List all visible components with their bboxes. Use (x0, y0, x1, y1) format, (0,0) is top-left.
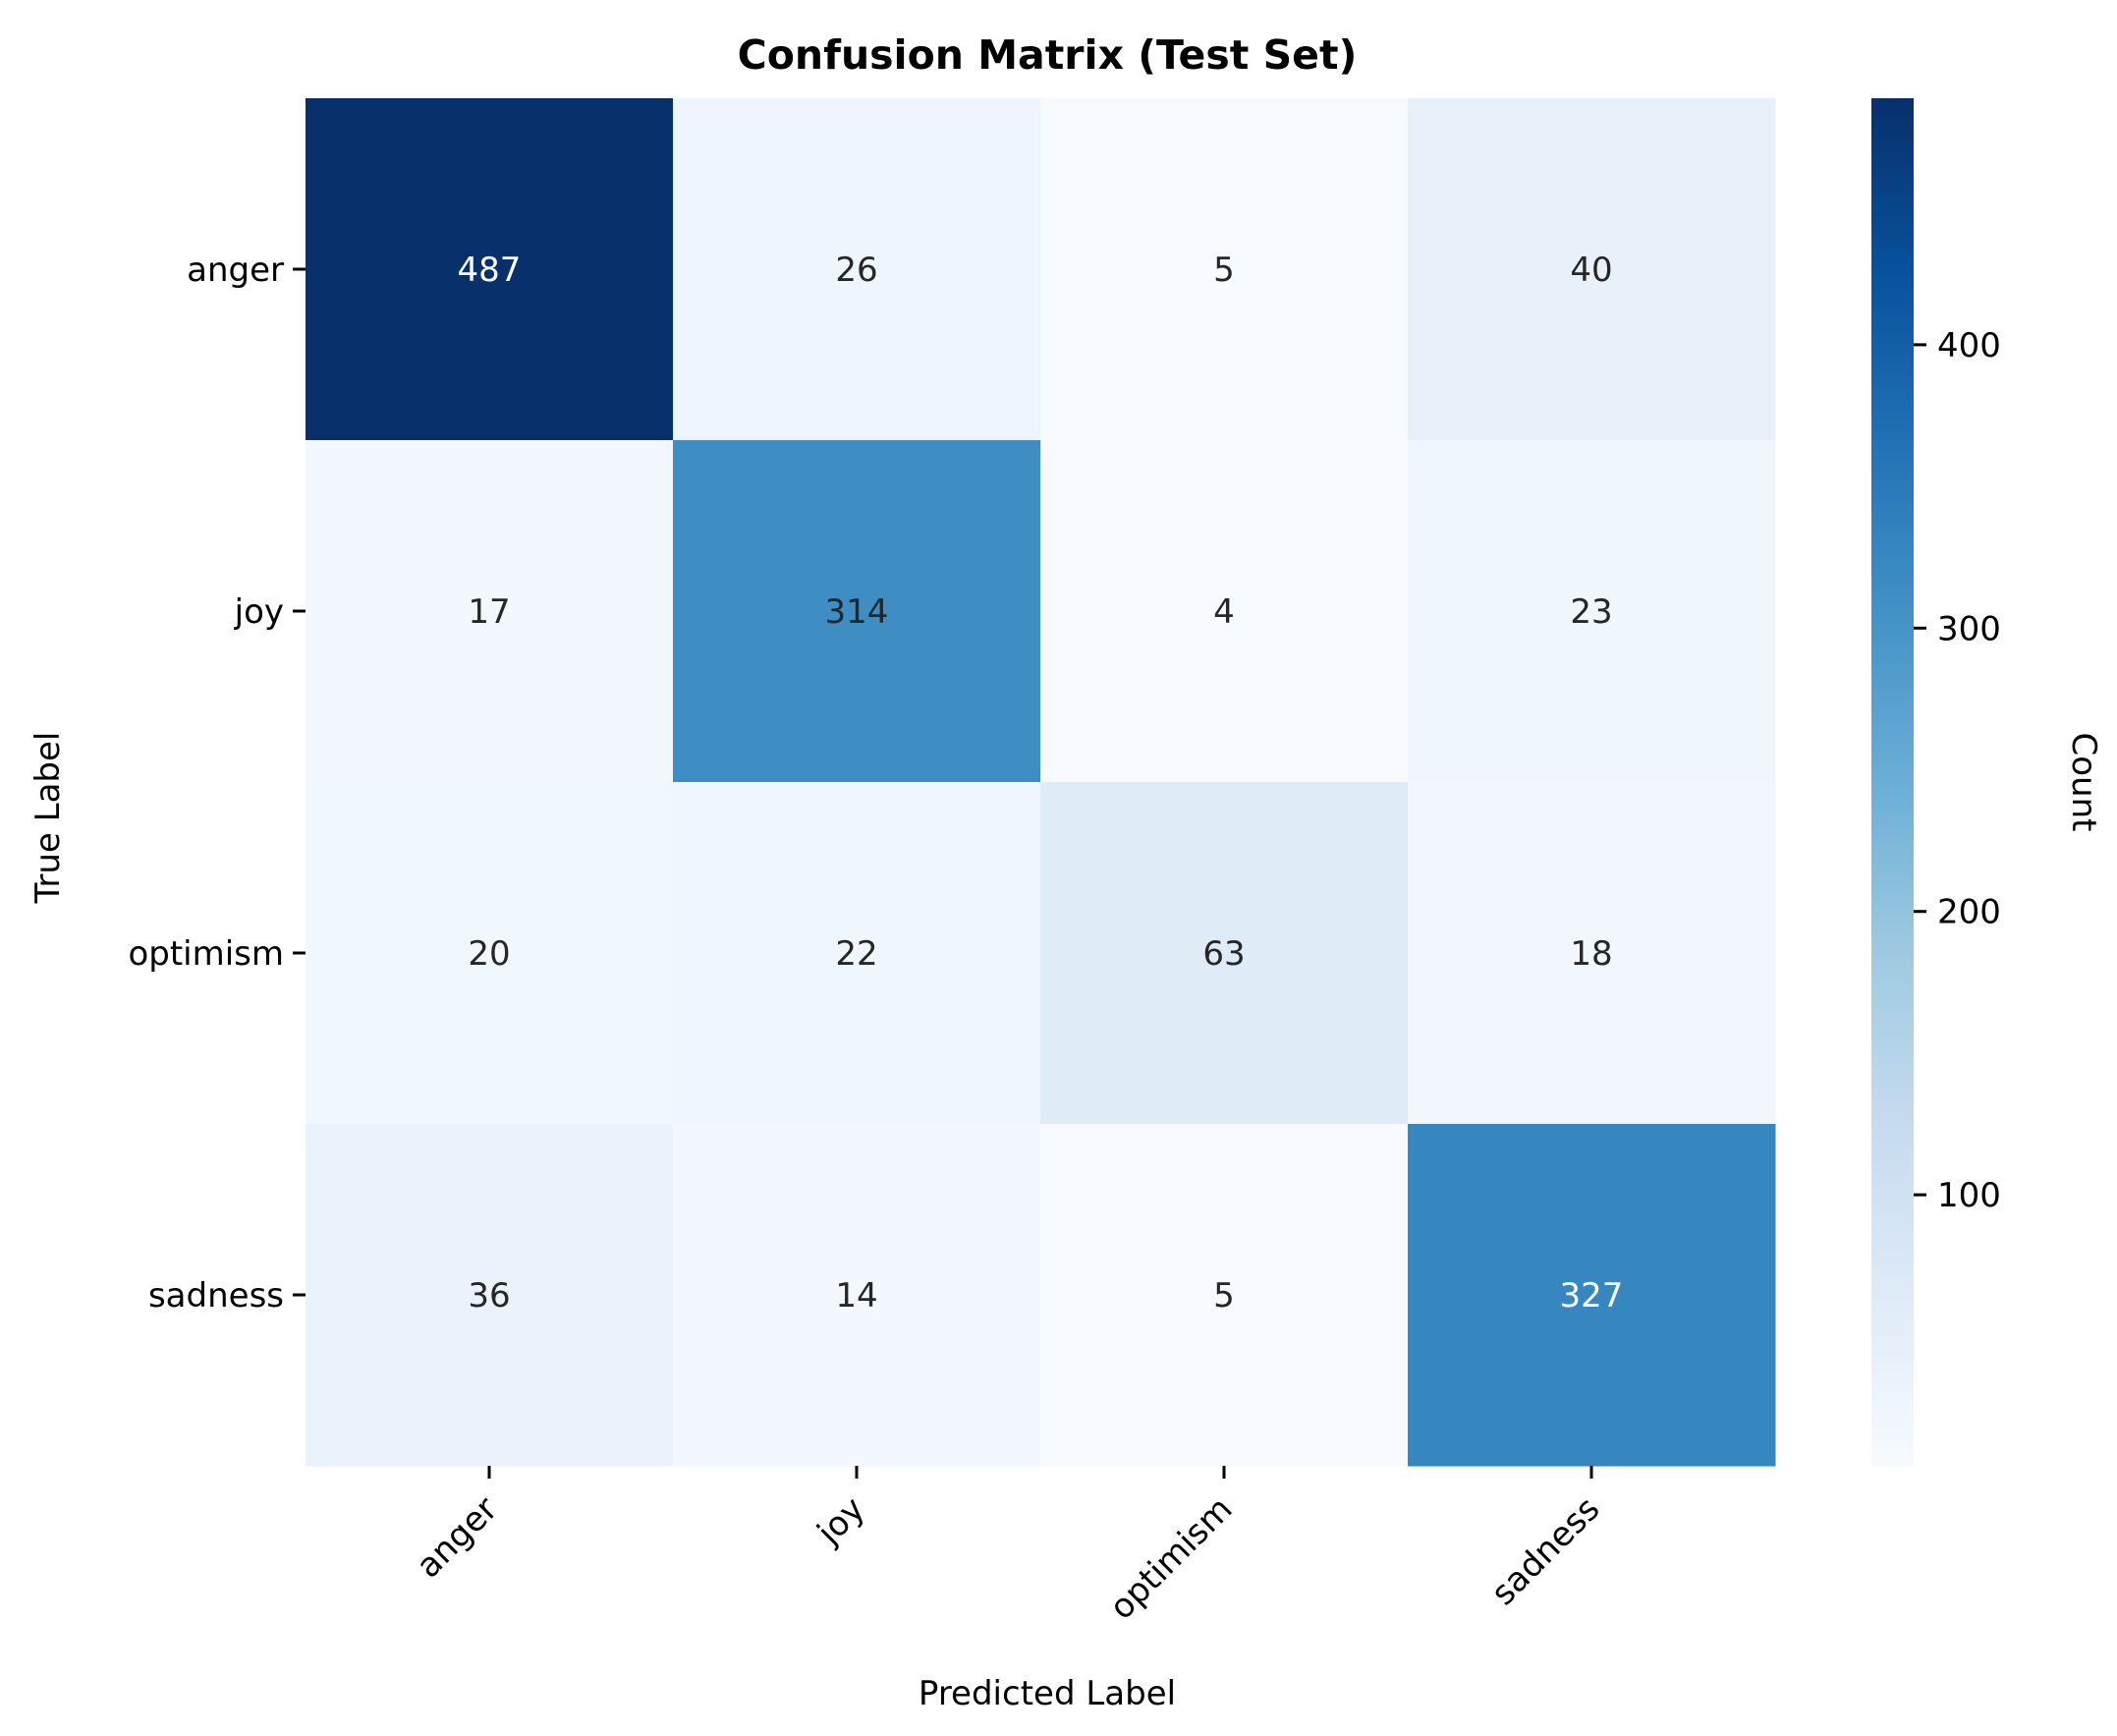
chart-title: Confusion Matrix (Test Set) (738, 31, 1358, 79)
colorbar (1871, 98, 1914, 1467)
cell-value-label: 26 (835, 251, 877, 290)
heatmap-cell-joy-anger (306, 440, 674, 783)
heatmap-cells (306, 98, 1776, 1467)
heatmap-cell-labels: 487 26 5 40 17 314 4 23 20 22 63 18 36 14 5 327 (458, 251, 1624, 1316)
x-tick-label: optimism (1102, 1489, 1240, 1627)
cell-value-label: 314 (825, 592, 889, 632)
x-tick-label: joy (809, 1489, 873, 1553)
cell-value-label: 36 (468, 1276, 510, 1316)
colorbar-label: Count (2064, 733, 2103, 832)
x-axis-ticks: anger joy optimism sadness (409, 1466, 1607, 1627)
cell-value-label: 23 (1570, 592, 1612, 632)
heatmap-cell-sadness-joy (673, 1124, 1041, 1467)
heatmap-cell-joy-joy (673, 440, 1041, 783)
heatmap-cell-anger-joy (673, 98, 1041, 441)
y-tick-label: optimism (128, 934, 284, 974)
colorbar-tick-label: 400 (1937, 326, 2001, 365)
y-axis-label: True Label (28, 732, 68, 905)
cell-value-label: 20 (468, 934, 510, 974)
colorbar-ticks: 100 200 300 400 (1914, 326, 2001, 1215)
heatmap-cell-anger-optimism (1040, 98, 1409, 441)
heatmap-cell-sadness-optimism (1040, 1124, 1409, 1467)
y-tick-label: joy (234, 592, 284, 632)
cell-value-label: 5 (1213, 251, 1235, 290)
cell-value-label: 327 (1560, 1276, 1624, 1316)
heatmap-cell-optimism-optimism (1040, 782, 1409, 1125)
y-axis-ticks: anger joy optimism sadness (128, 251, 306, 1316)
colorbar-tick-label: 300 (1937, 609, 2001, 648)
heatmap-cell-sadness-anger (306, 1124, 674, 1467)
cell-value-label: 63 (1202, 934, 1245, 974)
heatmap-cell-joy-sadness (1408, 440, 1776, 783)
heatmap-cell-anger-sadness (1408, 98, 1776, 441)
x-axis-label: Predicted Label (919, 1674, 1176, 1713)
colorbar-tick-label: 200 (1937, 893, 2001, 932)
cell-value-label: 22 (835, 934, 877, 974)
colorbar-tick-label: 100 (1937, 1176, 2001, 1215)
heatmap-cell-optimism-joy (673, 782, 1041, 1125)
heatmap-cell-anger-anger (306, 98, 674, 441)
heatmap-cell-optimism-sadness (1408, 782, 1776, 1125)
cell-value-label: 487 (458, 251, 522, 290)
x-tick-label: sadness (1483, 1489, 1607, 1613)
cell-value-label: 5 (1213, 1276, 1235, 1316)
heatmap-cell-joy-optimism (1040, 440, 1409, 783)
heatmap-cell-sadness-sadness (1408, 1124, 1776, 1467)
x-tick-label: anger (409, 1489, 505, 1586)
y-tick-label: sadness (148, 1276, 284, 1316)
cell-value-label: 18 (1570, 934, 1612, 974)
cell-value-label: 14 (835, 1276, 877, 1316)
y-tick-label: anger (187, 251, 284, 290)
cell-value-label: 4 (1213, 592, 1235, 632)
cell-value-label: 17 (468, 592, 510, 632)
cell-value-label: 40 (1570, 251, 1612, 290)
heatmap-cell-optimism-anger (306, 782, 674, 1125)
